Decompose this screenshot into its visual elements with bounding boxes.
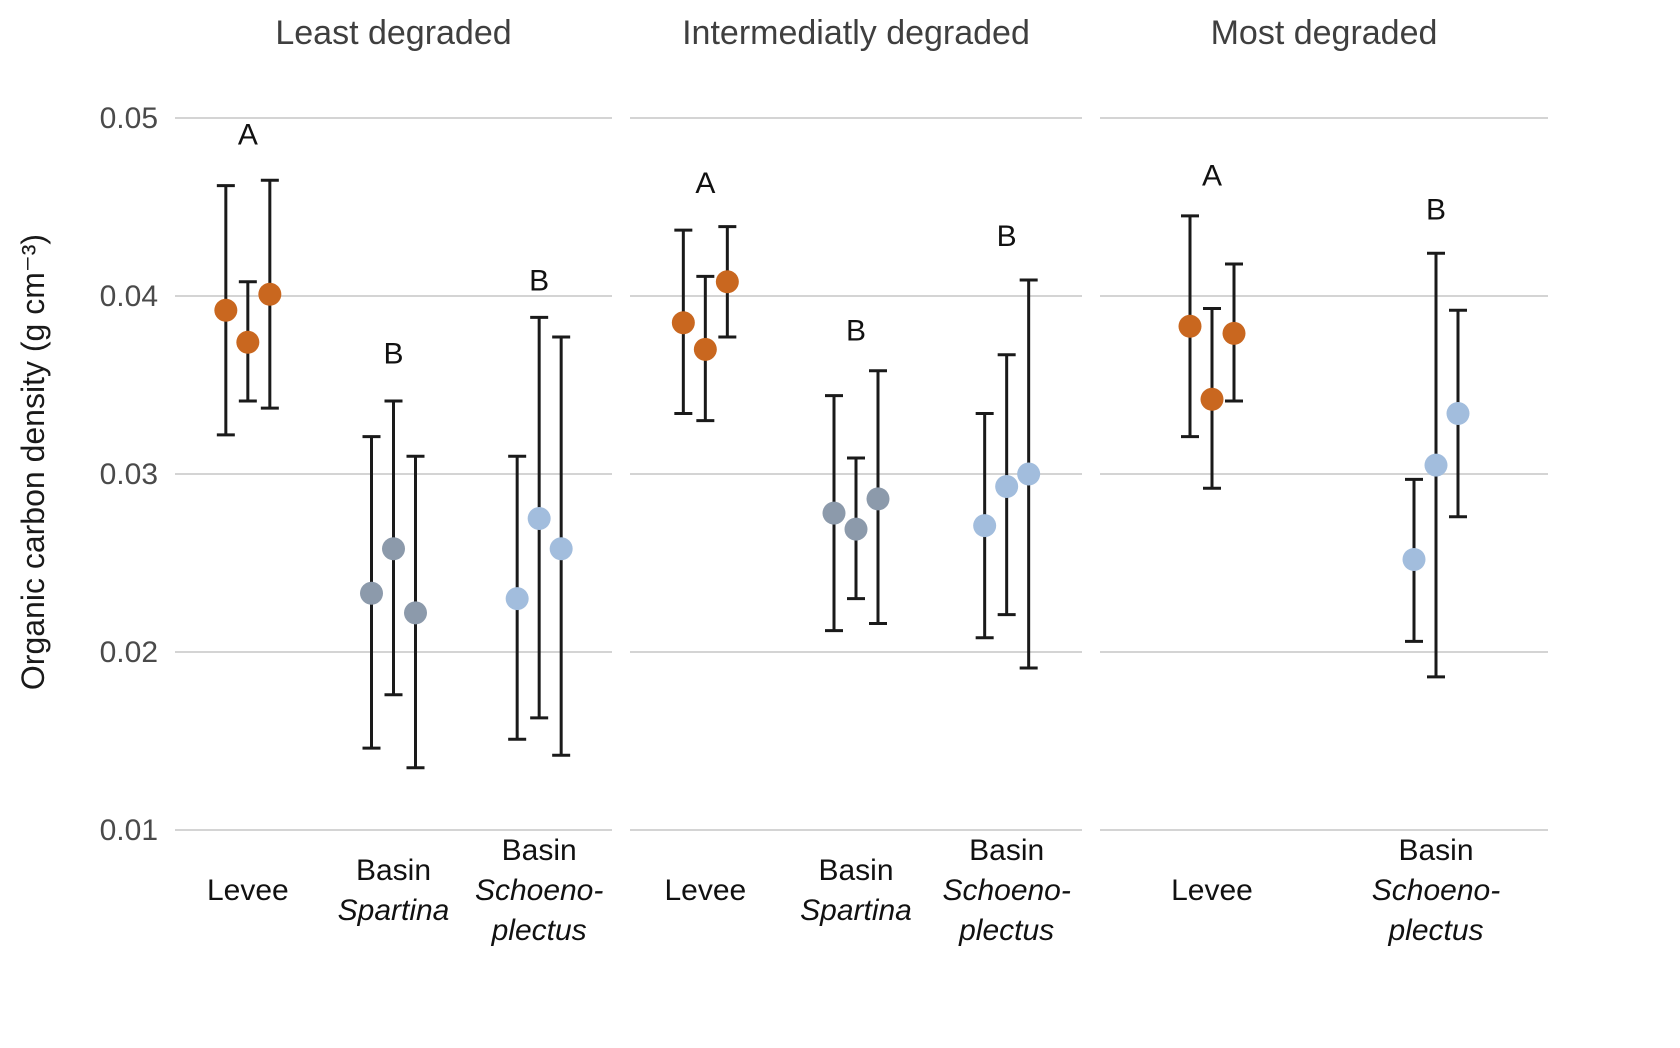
data-point	[866, 487, 890, 511]
point-with-error-bar	[1446, 308, 1470, 519]
data-point	[715, 270, 739, 294]
data-point	[671, 311, 695, 335]
point-with-error-bar	[1178, 214, 1202, 439]
x-group-label: Basin	[356, 854, 431, 887]
significance-letter: B	[1426, 193, 1446, 226]
point-with-error-bar	[995, 353, 1019, 617]
point-with-error-bar	[671, 228, 695, 415]
y-tick-label: 0.04	[100, 280, 158, 313]
data-point	[360, 581, 383, 605]
point-with-error-bar	[382, 399, 405, 697]
point-with-error-bar	[693, 274, 717, 423]
point-with-error-bar	[1424, 251, 1448, 679]
panel-title: Most degraded	[1211, 14, 1438, 52]
y-tick-label: 0.03	[100, 458, 158, 491]
point-with-error-bar	[866, 369, 890, 626]
x-group-label: plectus	[958, 914, 1054, 947]
data-point	[505, 587, 529, 611]
x-group-label: Basin	[969, 834, 1044, 867]
x-group-label: plectus	[491, 914, 587, 947]
y-tick-label: 0.01	[100, 814, 158, 847]
x-group-label: Schoeno-	[1372, 874, 1500, 907]
data-point	[527, 507, 551, 530]
x-group-label: Basin	[818, 854, 893, 887]
x-group-label: Schoeno-	[475, 874, 603, 907]
point-with-error-bar	[1402, 477, 1426, 643]
point-with-error-bar	[715, 225, 739, 339]
data-point	[382, 537, 405, 561]
data-point	[822, 501, 846, 525]
x-group-label: Spartina	[338, 894, 450, 927]
x-group-label: Basin	[1398, 834, 1473, 867]
data-point	[1178, 314, 1202, 338]
data-point	[693, 337, 717, 361]
x-group-label: Schoeno-	[942, 874, 1070, 907]
significance-letter: B	[997, 220, 1017, 253]
data-point	[1200, 387, 1224, 411]
y-tick-label: 0.02	[100, 636, 158, 669]
data-point	[844, 517, 868, 541]
point-with-error-bar	[527, 315, 551, 720]
point-with-error-bar	[844, 456, 868, 601]
point-with-error-bar	[404, 454, 427, 770]
x-group-label: Levee	[1171, 874, 1253, 907]
x-group-label: Spartina	[800, 894, 912, 927]
x-group-label: Levee	[207, 874, 289, 907]
y-axis-title: Organic carbon density (g cm⁻³)	[15, 234, 51, 690]
data-point	[1424, 453, 1448, 477]
point-with-error-bar	[973, 411, 997, 640]
point-with-error-bar	[505, 454, 529, 741]
data-point	[1402, 547, 1426, 571]
point-with-error-bar	[258, 178, 282, 410]
point-with-error-bar	[1222, 262, 1246, 403]
x-group-label: Levee	[664, 874, 746, 907]
point-with-error-bar	[360, 435, 383, 750]
data-point	[549, 537, 573, 561]
data-point	[1446, 401, 1470, 425]
data-point	[258, 282, 282, 306]
significance-letter: A	[1202, 160, 1222, 193]
data-point	[214, 298, 238, 322]
significance-letter: A	[695, 167, 715, 200]
significance-letter: B	[383, 338, 403, 371]
point-with-error-bar	[1017, 278, 1041, 670]
data-point	[973, 514, 997, 538]
point-with-error-bar	[822, 394, 846, 633]
significance-letter: B	[529, 265, 549, 298]
point-with-error-bar	[1200, 306, 1224, 490]
x-group-label: Basin	[502, 834, 577, 867]
data-point	[236, 330, 260, 354]
panel-title: Intermediatly degraded	[682, 14, 1030, 52]
y-tick-label: 0.05	[100, 102, 158, 135]
data-point	[1222, 321, 1246, 345]
data-point	[404, 601, 427, 625]
data-point	[995, 474, 1019, 498]
significance-letter: A	[238, 119, 258, 152]
significance-letter: B	[846, 315, 866, 348]
data-point	[1017, 462, 1041, 486]
point-with-error-bar	[236, 280, 260, 403]
point-with-error-bar	[549, 335, 573, 757]
x-group-label: plectus	[1387, 914, 1483, 947]
panel-title: Least degraded	[275, 14, 511, 52]
point-with-error-bar	[214, 184, 238, 437]
